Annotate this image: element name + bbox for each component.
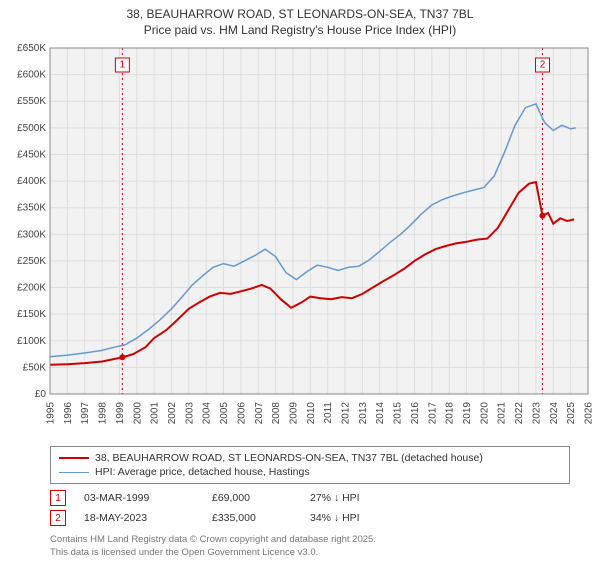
svg-text:2021: 2021 [497, 402, 508, 425]
footnote-line-2: This data is licensed under the Open Gov… [50, 547, 570, 559]
transaction-delta: 27% ↓ HPI [310, 492, 360, 504]
svg-text:£200K: £200K [17, 283, 46, 294]
transaction-marker: 1 [50, 490, 66, 506]
svg-text:£650K: £650K [17, 43, 46, 54]
svg-text:2018: 2018 [445, 402, 456, 425]
svg-text:2024: 2024 [549, 402, 560, 425]
svg-text:1999: 1999 [115, 402, 126, 425]
svg-text:1997: 1997 [80, 402, 91, 425]
transaction-price: £335,000 [212, 512, 292, 524]
svg-text:2002: 2002 [167, 402, 178, 425]
chart-plot: £0 £50K £100K £150K £200K £250K £300K £350K £400… [0, 40, 600, 440]
svg-text:2015: 2015 [393, 402, 404, 425]
svg-text:2023: 2023 [531, 402, 542, 425]
transaction-row: 2 18-MAY-2023 £335,000 34% ↓ HPI [50, 508, 570, 528]
svg-text:2010: 2010 [306, 402, 317, 425]
svg-text:£550K: £550K [17, 97, 46, 108]
svg-text:1996: 1996 [63, 402, 74, 425]
svg-text:2011: 2011 [323, 402, 334, 424]
transaction-delta: 34% ↓ HPI [310, 512, 360, 524]
svg-text:1995: 1995 [46, 402, 57, 425]
svg-text:2005: 2005 [219, 402, 230, 425]
transaction-row: 1 03-MAR-1999 £69,000 27% ↓ HPI [50, 488, 570, 508]
chart-svg: £0 £50K £100K £150K £200K £250K £300K £350K £400… [0, 40, 600, 440]
svg-text:£300K: £300K [17, 230, 46, 241]
svg-text:£150K: £150K [17, 310, 46, 321]
svg-text:2025: 2025 [566, 402, 577, 425]
svg-text:£450K: £450K [17, 150, 46, 161]
svg-text:1: 1 [120, 60, 126, 71]
legend-label-series2: HPI: Average price, detached house, Hast… [95, 466, 310, 478]
svg-text:2019: 2019 [462, 402, 473, 425]
legend-label-series1: 38, BEAUHARROW ROAD, ST LEONARDS-ON-SEA,… [95, 452, 483, 464]
svg-text:1998: 1998 [98, 402, 109, 425]
legend-row-series1: 38, BEAUHARROW ROAD, ST LEONARDS-ON-SEA,… [59, 451, 561, 465]
svg-text:2017: 2017 [427, 402, 438, 425]
svg-text:2013: 2013 [358, 402, 369, 425]
svg-text:2014: 2014 [375, 402, 386, 425]
svg-text:2001: 2001 [150, 402, 161, 425]
svg-text:£0: £0 [35, 389, 47, 400]
svg-text:2016: 2016 [410, 402, 421, 425]
svg-text:£600K: £600K [17, 70, 46, 81]
svg-text:2006: 2006 [236, 402, 247, 425]
svg-text:£100K: £100K [17, 336, 46, 347]
svg-text:2009: 2009 [288, 402, 299, 425]
transactions-table: 1 03-MAR-1999 £69,000 27% ↓ HPI 2 18-MAY… [50, 488, 570, 528]
svg-text:2012: 2012 [341, 402, 352, 425]
title-line-1: 38, BEAUHARROW ROAD, ST LEONARDS-ON-SEA,… [4, 6, 596, 22]
title-line-2: Price paid vs. HM Land Registry's House … [4, 22, 596, 38]
svg-text:2007: 2007 [254, 402, 265, 425]
legend-row-series2: HPI: Average price, detached house, Hast… [59, 465, 561, 479]
transaction-date: 03-MAR-1999 [84, 492, 194, 504]
svg-text:2008: 2008 [271, 402, 282, 425]
chart-title: 38, BEAUHARROW ROAD, ST LEONARDS-ON-SEA,… [0, 0, 600, 40]
svg-text:2022: 2022 [514, 402, 525, 425]
legend-swatch-series1 [59, 457, 89, 459]
svg-text:£400K: £400K [17, 176, 46, 187]
transaction-marker: 2 [50, 510, 66, 526]
svg-text:2: 2 [540, 60, 546, 71]
footnote-line-1: Contains HM Land Registry data © Crown c… [50, 534, 570, 546]
svg-text:£50K: £50K [23, 363, 47, 374]
transaction-date: 18-MAY-2023 [84, 512, 194, 524]
transaction-price: £69,000 [212, 492, 292, 504]
svg-text:£500K: £500K [17, 123, 46, 134]
chart-container: 38, BEAUHARROW ROAD, ST LEONARDS-ON-SEA,… [0, 0, 600, 559]
svg-text:£350K: £350K [17, 203, 46, 214]
svg-text:2026: 2026 [584, 402, 595, 425]
svg-text:2020: 2020 [479, 402, 490, 425]
legend: 38, BEAUHARROW ROAD, ST LEONARDS-ON-SEA,… [50, 446, 570, 484]
svg-text:2000: 2000 [132, 402, 143, 425]
footnote: Contains HM Land Registry data © Crown c… [50, 534, 570, 559]
svg-text:2004: 2004 [202, 402, 213, 425]
svg-text:£250K: £250K [17, 256, 46, 267]
legend-swatch-series2 [59, 472, 89, 473]
svg-text:2003: 2003 [184, 402, 195, 425]
